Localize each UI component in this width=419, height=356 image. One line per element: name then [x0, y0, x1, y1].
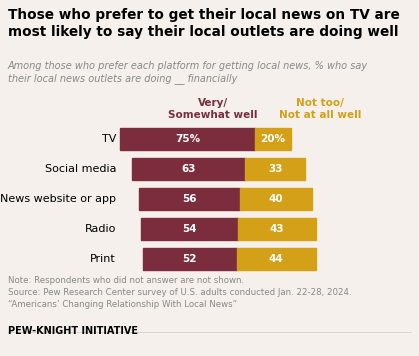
Text: Very/
Somewhat well: Very/ Somewhat well	[168, 98, 258, 120]
Text: Note: Respondents who did not answer are not shown.
Source: Pew Research Center : Note: Respondents who did not answer are…	[8, 276, 352, 309]
Text: 56: 56	[182, 194, 197, 204]
Text: Print: Print	[90, 254, 116, 264]
Text: News website or app: News website or app	[0, 194, 116, 204]
Bar	[141, 218, 238, 240]
Text: 52: 52	[183, 254, 197, 264]
Text: 20%: 20%	[261, 134, 285, 144]
Text: 40: 40	[269, 194, 283, 204]
Bar	[246, 158, 305, 180]
Bar	[238, 218, 316, 240]
Text: 54: 54	[182, 224, 197, 234]
Text: Not too/
Not at all well: Not too/ Not at all well	[279, 98, 361, 120]
Text: Among those who prefer each platform for getting local news, % who say
their loc: Among those who prefer each platform for…	[8, 61, 368, 84]
Bar	[255, 128, 291, 150]
Text: 75%: 75%	[175, 134, 200, 144]
Bar	[240, 188, 312, 210]
Text: 33: 33	[268, 164, 282, 174]
Bar	[120, 128, 255, 150]
Text: TV: TV	[102, 134, 116, 144]
Bar	[139, 188, 240, 210]
Text: Social media: Social media	[44, 164, 116, 174]
Bar	[143, 248, 237, 270]
Text: 44: 44	[269, 254, 284, 264]
Text: Radio: Radio	[85, 224, 116, 234]
Bar	[132, 158, 246, 180]
Text: 63: 63	[181, 164, 196, 174]
Text: PEW-KNIGHT INITIATIVE: PEW-KNIGHT INITIATIVE	[8, 326, 138, 336]
Text: Those who prefer to get their local news on TV are
most likely to say their loca: Those who prefer to get their local news…	[8, 8, 400, 39]
Bar	[237, 248, 316, 270]
Text: 43: 43	[269, 224, 284, 234]
